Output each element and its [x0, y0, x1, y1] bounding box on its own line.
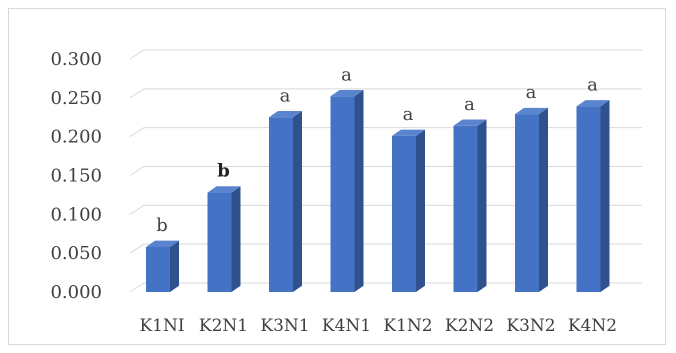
- bar-side: [416, 129, 425, 292]
- bar-front: [515, 114, 539, 292]
- bar: [330, 89, 364, 292]
- bar-front: [392, 135, 416, 292]
- gridline: [129, 49, 642, 60]
- bars: [146, 89, 610, 293]
- data-label: a: [526, 82, 537, 103]
- bar-top: [146, 240, 179, 247]
- x-axis-categories: K1NI K2N1 K3N1 K4N1 K1N2 K2N2 K3N2 K4N2: [139, 316, 617, 336]
- bar-front: [453, 125, 478, 292]
- data-label: b: [217, 161, 230, 182]
- bar-front: [146, 246, 170, 292]
- bar-front: [576, 106, 601, 292]
- bar-front: [269, 117, 293, 292]
- gridline: [129, 243, 642, 254]
- gridlines: [129, 49, 642, 293]
- data-label: b: [156, 215, 168, 236]
- data-label: a: [341, 64, 352, 85]
- gridline: [129, 204, 642, 215]
- x-tick-label: K1N2: [383, 316, 432, 336]
- gridline: [129, 166, 642, 176]
- gridline: [129, 282, 642, 293]
- x-tick-label: K4N1: [322, 316, 371, 336]
- y-tick-label: 0.100: [50, 204, 102, 225]
- x-tick-label: K1NI: [139, 316, 184, 336]
- bar: [392, 129, 425, 292]
- x-tick-label: K2N1: [199, 316, 248, 336]
- x-tick-label: K3N2: [506, 316, 555, 336]
- gridline: [129, 127, 642, 138]
- bar-top: [392, 129, 425, 136]
- bar: [453, 119, 487, 292]
- bar-side: [231, 186, 241, 292]
- bar-top: [515, 107, 548, 115]
- bar: [576, 100, 610, 293]
- y-tick-label: 0.200: [50, 127, 102, 148]
- bar: [146, 240, 179, 292]
- bar: [207, 186, 241, 292]
- y-tick-label: 0.050: [50, 243, 102, 264]
- data-label: a: [280, 85, 291, 106]
- bar-side: [293, 110, 302, 292]
- bar-front: [330, 96, 355, 292]
- bar-top: [207, 186, 241, 193]
- x-tick-label: K4N2: [568, 316, 617, 336]
- bar: [269, 110, 302, 292]
- data-label: a: [587, 74, 598, 95]
- y-tick-label: 0.250: [50, 88, 102, 109]
- bar-top: [576, 100, 610, 107]
- bar-top: [330, 89, 364, 97]
- bar-side: [170, 240, 179, 292]
- bar-side: [477, 119, 487, 292]
- data-labels: b b a a a a a a: [156, 64, 598, 236]
- x-tick-label: K2N2: [445, 316, 494, 336]
- y-axis-ticks: 0.000 0.050 0.100 0.150 0.200 0.250 0.300: [50, 49, 102, 303]
- bar-top: [269, 110, 302, 118]
- y-tick-label: 0.150: [50, 166, 102, 187]
- bar-side: [354, 89, 364, 292]
- y-tick-label: 0.300: [50, 49, 102, 70]
- bar-front: [207, 192, 232, 292]
- bar: [515, 107, 548, 293]
- data-label: a: [464, 94, 475, 115]
- data-label: a: [403, 104, 414, 125]
- x-tick-label: K3N1: [260, 316, 309, 336]
- bar-side: [539, 107, 548, 293]
- y-tick-label: 0.000: [50, 282, 102, 303]
- bar-side: [600, 100, 610, 293]
- gridline: [129, 88, 642, 99]
- bar-top: [453, 119, 487, 126]
